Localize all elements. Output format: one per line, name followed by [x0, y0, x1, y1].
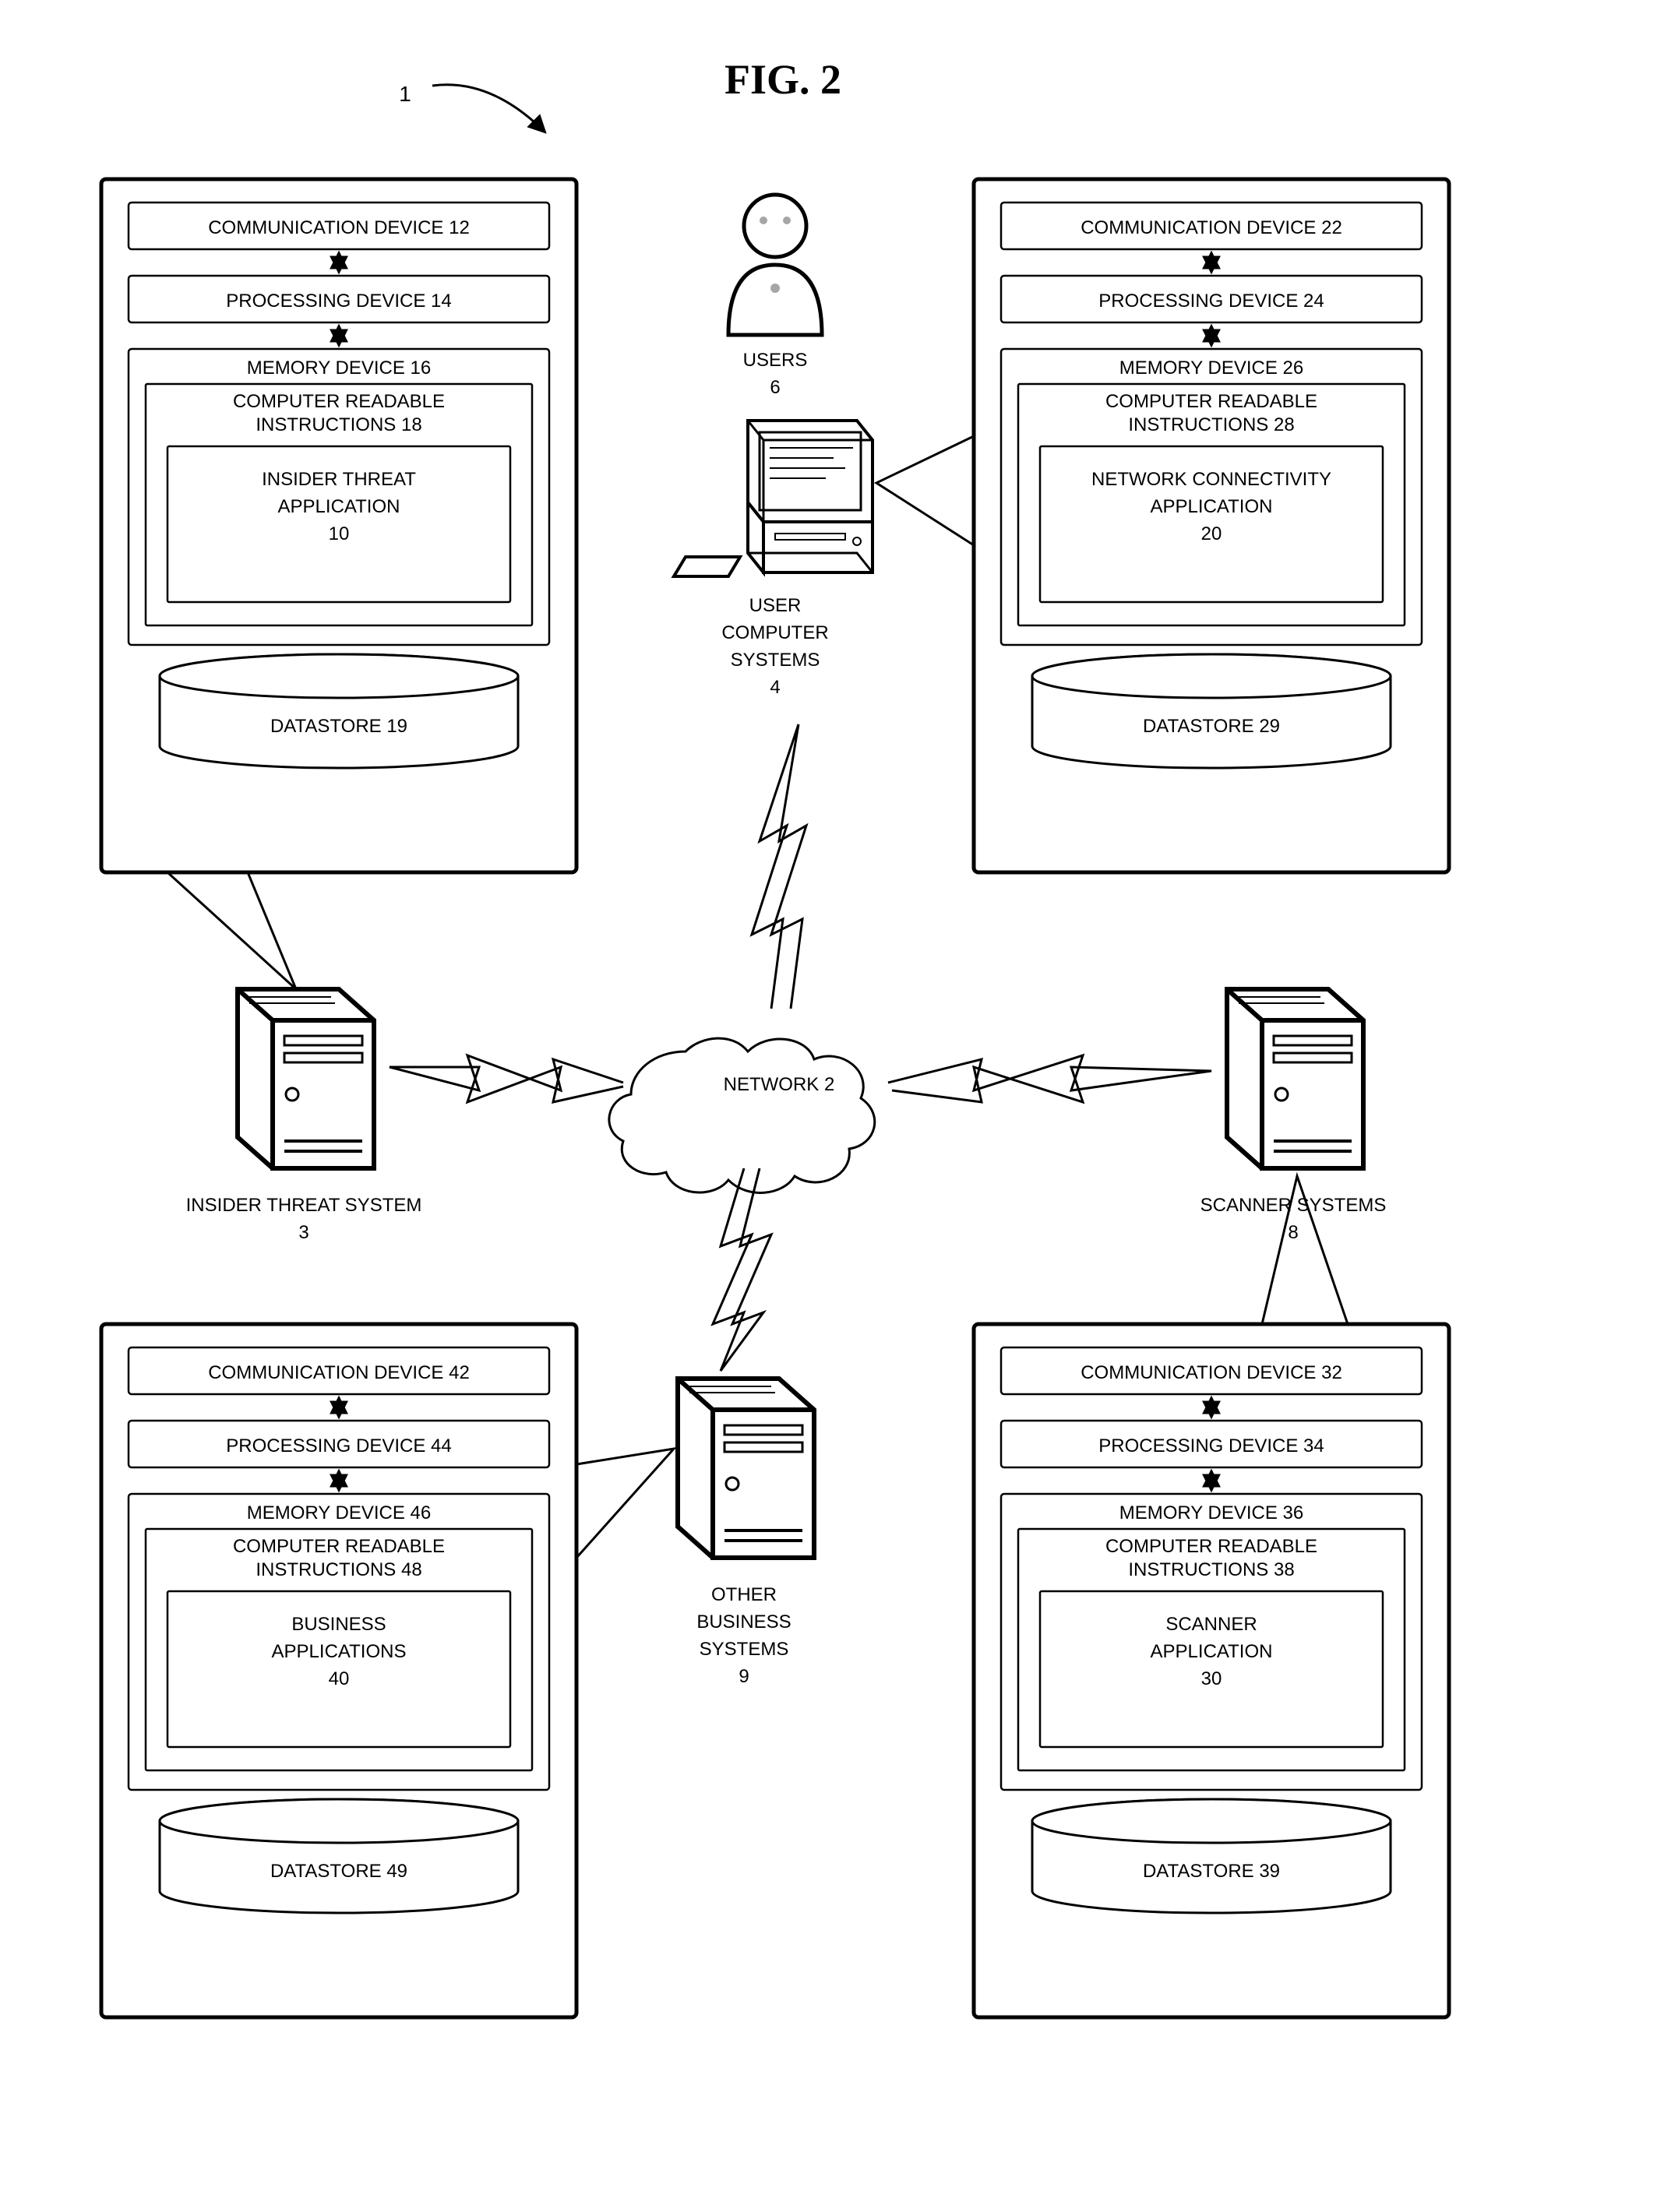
- cri-label: COMPUTER READABLE: [233, 1536, 445, 1557]
- app1-label: INSIDER THREAT: [262, 469, 416, 490]
- cri-label: COMPUTER READABLE: [233, 391, 445, 412]
- ucs-label-2: COMPUTER: [721, 622, 828, 643]
- mem-label: MEMORY DEVICE 46: [247, 1502, 432, 1523]
- app2-label: APPLICATION: [278, 496, 400, 517]
- app-num: 40: [329, 1668, 350, 1689]
- proc-label: PROCESSING DEVICE 44: [226, 1435, 451, 1456]
- app2-label: APPLICATION: [1151, 496, 1273, 517]
- comm-label: COMMUNICATION DEVICE 22: [1081, 217, 1342, 238]
- insider-sys-label: INSIDER THREAT SYSTEM: [186, 1195, 422, 1216]
- app1-label: SCANNER: [1165, 1614, 1257, 1635]
- app-num: 30: [1201, 1668, 1222, 1689]
- ds-label: DATASTORE 39: [1143, 1861, 1280, 1882]
- detail-block-user-sys: COMMUNICATION DEVICE 22 PROCESSING DEVICE…: [974, 179, 1449, 872]
- insider-server-icon: [238, 989, 374, 1168]
- detail-block-scanner: COMMUNICATION DEVICE 32 PROCESSING DEVICE…: [974, 1324, 1449, 2017]
- ref-arrow: [432, 85, 545, 132]
- app-num: 10: [329, 523, 350, 544]
- proc-label: PROCESSING DEVICE 24: [1098, 291, 1324, 312]
- mem-label: MEMORY DEVICE 36: [1119, 1502, 1304, 1523]
- business-server-icon: [678, 1379, 814, 1558]
- app2-label: APPLICATIONS: [272, 1641, 407, 1662]
- app2-label: APPLICATION: [1151, 1641, 1273, 1662]
- ds-label: DATASTORE 49: [270, 1861, 407, 1882]
- users-icon: USERS 6 USER COMPUTER SYSTEMS 4: [674, 195, 873, 698]
- business-sys-label-2: BUSINESS: [696, 1611, 791, 1633]
- network-label: NETWORK 2: [724, 1074, 835, 1095]
- business-sys-label-1: OTHER: [711, 1584, 777, 1605]
- cri2-label: INSTRUCTIONS 38: [1128, 1559, 1294, 1580]
- figure-2-diagram: FIG. 2 1 NETWORK 2 USERS 6: [0, 0, 1657, 2212]
- detail-block-insider: COMMUNICATION DEVICE 12 PROCESSING DEVICE…: [101, 179, 576, 872]
- app-num: 20: [1201, 523, 1222, 544]
- users-number: 6: [770, 377, 780, 398]
- business-sys-label-3: SYSTEMS: [700, 1639, 789, 1660]
- scanner-sys-num: 8: [1288, 1222, 1298, 1243]
- users-label: USERS: [743, 350, 808, 371]
- cri-label: COMPUTER READABLE: [1105, 391, 1317, 412]
- comm-label: COMMUNICATION DEVICE 32: [1081, 1362, 1342, 1383]
- comm-label: COMMUNICATION DEVICE 12: [208, 217, 470, 238]
- cri2-label: INSTRUCTIONS 28: [1128, 414, 1294, 435]
- ucs-label-1: USER: [749, 595, 802, 616]
- network-cloud: NETWORK 2: [609, 1038, 875, 1192]
- app1-label: NETWORK CONNECTIVITY: [1091, 469, 1331, 490]
- figure-title: FIG. 2: [724, 56, 841, 103]
- scanner-server-icon: [1227, 989, 1363, 1168]
- ds-label: DATASTORE 19: [270, 716, 407, 737]
- mem-label: MEMORY DEVICE 16: [247, 358, 432, 379]
- scanner-sys-label: SCANNER SYSTEMS: [1200, 1195, 1387, 1216]
- proc-label: PROCESSING DEVICE 34: [1098, 1435, 1324, 1456]
- business-sys-num: 9: [739, 1666, 749, 1687]
- cri2-label: INSTRUCTIONS 48: [256, 1559, 421, 1580]
- cri-label: COMPUTER READABLE: [1105, 1536, 1317, 1557]
- ref-number-1: 1: [399, 82, 411, 106]
- comm-label: COMMUNICATION DEVICE 42: [208, 1362, 470, 1383]
- proc-label: PROCESSING DEVICE 14: [226, 291, 451, 312]
- ucs-label-3: SYSTEMS: [731, 650, 820, 671]
- insider-sys-num: 3: [298, 1222, 308, 1243]
- ucs-number: 4: [770, 677, 780, 698]
- detail-block-business: COMMUNICATION DEVICE 42 PROCESSING DEVICE…: [101, 1324, 576, 2017]
- ds-label: DATASTORE 29: [1143, 716, 1280, 737]
- mem-label: MEMORY DEVICE 26: [1119, 358, 1304, 379]
- cri2-label: INSTRUCTIONS 18: [256, 414, 421, 435]
- app1-label: BUSINESS: [291, 1614, 386, 1635]
